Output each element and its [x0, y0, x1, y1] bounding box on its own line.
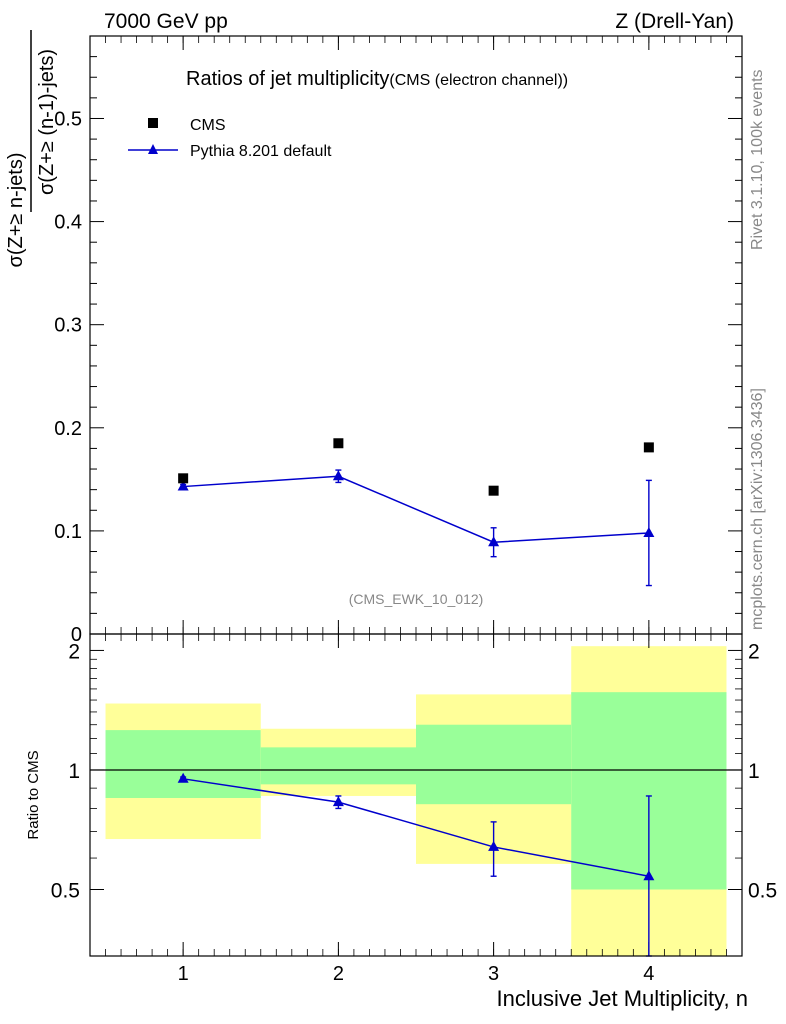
ratio-ytick-label-left: 0.5 — [51, 879, 80, 902]
ratio-ytick-label-left: 2 — [68, 640, 80, 663]
header-left: 7000 GeV pp — [104, 10, 228, 33]
ylabel-denominator: σ(Z+≥ (n-1)-jets) — [36, 49, 58, 195]
ratio-ytick-label-right: 1 — [748, 760, 760, 783]
x-tick-label: 2 — [333, 963, 344, 985]
header-right: Z (Drell-Yan) — [615, 10, 734, 33]
main-ytick-label: 0 — [71, 624, 82, 646]
mc-point — [332, 470, 344, 481]
ratio-plot-frame — [89, 633, 743, 957]
main-ytick-label: 0.5 — [54, 108, 82, 130]
ratio-mc-point — [643, 870, 655, 881]
main-ytick-label: 0.1 — [54, 521, 82, 543]
main-ylabel: σ(Z+≥ n-jets) σ(Z+≥ (n-1)-jets) — [5, 30, 58, 268]
ratio-band-inner — [260, 747, 416, 785]
ratio-mc-point — [177, 772, 189, 783]
rivet-label: Rivet 3.1.10, 100k events — [749, 69, 766, 250]
ratio-ylabel: Ratio to CMS — [25, 750, 42, 839]
main-plot: 0 0.1 0.2 0.3 0.4 0.5 Ratios of jet multiplic… — [5, 30, 743, 646]
x-axis-label: Inclusive Jet Multiplicity, n — [497, 986, 748, 1011]
x-tick-label: 1 — [178, 963, 189, 985]
cms-point — [178, 473, 189, 484]
mc-point — [643, 526, 655, 537]
main-title-text: Ratios of jet multiplicity — [186, 68, 389, 90]
cms-point — [488, 485, 499, 496]
mc-point — [177, 480, 189, 491]
legend: CMS Pythia 8.201 default — [128, 117, 332, 160]
analysis-label: (CMS_EWK_10_012) — [349, 591, 484, 607]
ratio-mc-point — [332, 796, 344, 807]
main-title: Ratios of jet multiplicity(CMS (electron… — [186, 68, 568, 90]
ylabel-numerator: σ(Z+≥ n-jets) — [5, 153, 27, 268]
legend-cms-label: CMS — [190, 117, 226, 134]
ratio-band-inner — [105, 730, 261, 798]
ratio-plot: 0.5 0.5 1 1 2 2 1 2 3 4 Ratio to CMS Inclusive Je… — [25, 633, 777, 1011]
main-ytick-label: 0.2 — [54, 418, 82, 440]
ratio-mc-point — [488, 840, 500, 851]
ratio-ytick-label-right: 0.5 — [748, 879, 777, 902]
main-plot-marks: 0 0.1 0.2 0.3 0.4 0.5 — [54, 36, 742, 646]
legend-mc-label: Pythia 8.201 default — [190, 143, 332, 160]
cms-point — [333, 438, 344, 449]
mc-point — [488, 536, 500, 547]
ratio-plot-marks: 0.5 0.5 1 1 2 2 1 2 3 4 — [51, 634, 777, 985]
ratio-ytick-label-left: 1 — [68, 760, 80, 783]
cms-point — [643, 442, 654, 453]
ratio-ytick-label-right: 2 — [748, 640, 760, 663]
mc-line — [183, 475, 649, 543]
main-plot-frame — [89, 35, 743, 635]
x-tick-label: 3 — [488, 963, 499, 985]
mcplots-label: mcplots.cern.ch [arXiv:1306.3436] — [749, 388, 766, 630]
main-ytick-label: 0.3 — [54, 315, 82, 337]
main-ytick-label: 0.4 — [54, 212, 82, 234]
ratio-mc-line — [183, 778, 649, 877]
x-tick-label: 4 — [643, 963, 654, 985]
legend-cms-marker — [148, 118, 158, 128]
main-subtitle: (CMS (electron channel)) — [389, 72, 568, 89]
ratio-band-inner — [416, 724, 572, 805]
legend-mc-marker — [148, 144, 158, 154]
